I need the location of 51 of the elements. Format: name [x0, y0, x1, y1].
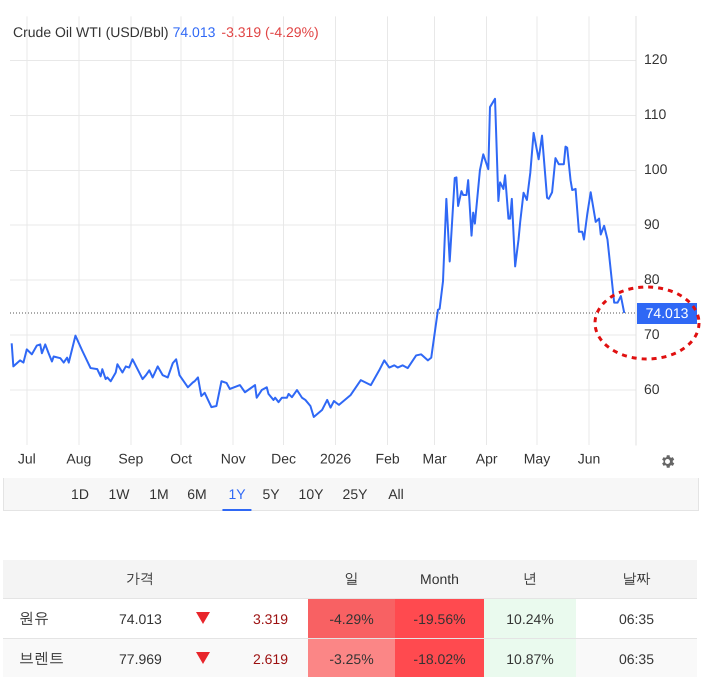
text: 10.87% [484, 638, 576, 677]
x-tick-label: 2026 [320, 450, 352, 466]
text: -19.56% [395, 598, 484, 638]
text: -3.25% [308, 638, 395, 677]
x-tick-label: Aug [66, 450, 92, 466]
text: -18.02% [395, 638, 484, 677]
ref-line-label: 74.013 [646, 304, 689, 321]
y-tick-label: 100 [644, 161, 668, 178]
text: 1D [71, 486, 89, 502]
text: Month [395, 560, 484, 598]
text: 6M [187, 486, 207, 502]
text: 브렌트 [3, 638, 95, 677]
text: Crude Oil WTI (USD/Bbl) [13, 24, 169, 40]
text: 10.24% [484, 598, 576, 638]
y-tick-label: 90 [644, 216, 660, 232]
text: -4.29% [308, 598, 395, 638]
text: 가격 [95, 560, 185, 598]
text: 일 [308, 560, 395, 598]
x-tick-label: Apr [476, 450, 498, 466]
y-tick-label: 80 [644, 271, 660, 288]
text: 원유 [3, 598, 95, 638]
y-tick-label: 60 [644, 380, 660, 397]
text: 25Y [342, 486, 368, 502]
text: 06:35 [576, 598, 697, 638]
x-tick-label: Mar [422, 450, 447, 466]
text: 06:35 [576, 638, 697, 677]
annotation: -3.319 (-4.29%) [221, 24, 319, 40]
y-tick-label: 120 [644, 51, 668, 68]
x-tick-label: Jun [578, 450, 600, 466]
x-tick-label: Oct [170, 450, 192, 466]
text: 2.619 [225, 638, 308, 677]
x-tick-label: Jul [18, 450, 36, 466]
text: All [388, 486, 404, 502]
x-tick-label: Dec [271, 450, 296, 466]
x-tick-label: Nov [220, 450, 246, 466]
x-tick-label: Sep [118, 450, 144, 466]
text: 1M [149, 486, 169, 502]
text: 3.319 [225, 598, 308, 638]
text: 날짜 [576, 560, 697, 598]
text: 년 [484, 560, 576, 598]
y-tick-label: 70 [644, 326, 660, 342]
x-tick-label: May [524, 450, 550, 466]
text: 77.969 [95, 638, 185, 677]
x-tick-label: Feb [376, 450, 400, 466]
text: 5Y [262, 486, 280, 502]
annotation: 74.013 [172, 24, 216, 40]
text: 74.013 [95, 598, 185, 638]
text: 1Y [222, 486, 252, 511]
text: 10Y [298, 486, 324, 502]
text: 1W [108, 486, 130, 502]
y-tick-label: 110 [644, 106, 667, 122]
